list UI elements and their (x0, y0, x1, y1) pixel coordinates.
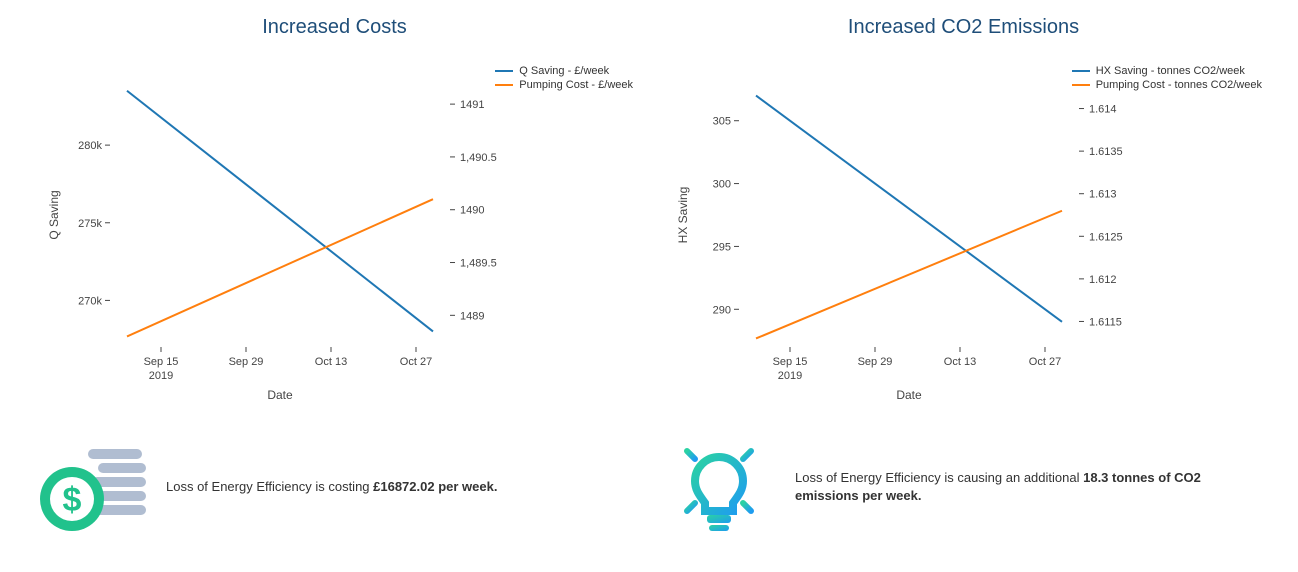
svg-text:275k: 275k (78, 218, 102, 230)
svg-text:1.613: 1.613 (1089, 189, 1117, 201)
right-footer-text: Loss of Energy Efficiency is causing an … (795, 469, 1268, 505)
svg-text:1490: 1490 (460, 205, 484, 217)
svg-text:2019: 2019 (149, 370, 173, 382)
legend-label: Pumping Cost - tonnes CO2/week (1096, 79, 1262, 91)
svg-text:280k: 280k (78, 140, 102, 152)
left-legend: Q Saving - £/week Pumping Cost - £/week (495, 65, 633, 93)
svg-text:1,489.5: 1,489.5 (460, 258, 497, 270)
svg-text:300: 300 (713, 179, 731, 191)
svg-text:Date: Date (896, 388, 922, 402)
svg-text:1.6115: 1.6115 (1089, 316, 1122, 328)
svg-text:Sep 29: Sep 29 (229, 356, 264, 368)
svg-text:1,490.5: 1,490.5 (460, 152, 497, 164)
legend-item: Pumping Cost - tonnes CO2/week (1072, 79, 1262, 91)
money-icon: $ (30, 437, 150, 537)
svg-text:Oct 13: Oct 13 (944, 356, 976, 368)
legend-item: HX Saving - tonnes CO2/week (1072, 65, 1262, 77)
svg-text:1.6125: 1.6125 (1089, 231, 1123, 243)
svg-text:Sep 15: Sep 15 (144, 356, 179, 368)
left-chart: Sep 15 2019 Sep 29 Oct 13 Oct 27 Date 270k 275k… (30, 47, 639, 427)
left-panel: Increased Costs Sep 15 2019 Sep 29 Oct 13 Oc… (20, 10, 649, 537)
footer-text-prefix: Loss of Energy Efficiency is causing an … (795, 470, 1083, 485)
svg-text:305: 305 (713, 116, 731, 128)
right-panel: Increased CO2 Emissions Sep 15 2019 Sep 29… (649, 10, 1278, 537)
legend-label: HX Saving - tonnes CO2/week (1096, 65, 1245, 77)
svg-text:1489: 1489 (460, 310, 484, 322)
svg-text:Q Saving: Q Saving (47, 190, 61, 239)
svg-text:1.6135: 1.6135 (1089, 146, 1123, 158)
right-chart-title: Increased CO2 Emissions (659, 16, 1268, 39)
svg-text:Oct 27: Oct 27 (1029, 356, 1061, 368)
dashboard-container: Increased Costs Sep 15 2019 Sep 29 Oct 13 Oc… (0, 0, 1298, 557)
svg-text:HX Saving: HX Saving (676, 187, 690, 244)
svg-text:$: $ (63, 481, 82, 519)
svg-text:Oct 27: Oct 27 (400, 356, 432, 368)
svg-text:2019: 2019 (778, 370, 802, 382)
svg-text:295: 295 (713, 241, 731, 253)
svg-text:Sep 29: Sep 29 (858, 356, 893, 368)
right-chart: Sep 15 2019 Sep 29 Oct 13 Oct 27 Date 290 295 30… (659, 47, 1268, 427)
svg-text:Sep 15: Sep 15 (773, 356, 808, 368)
legend-label: Q Saving - £/week (519, 65, 609, 77)
svg-text:1.614: 1.614 (1089, 104, 1117, 116)
left-chart-title: Increased Costs (30, 16, 639, 39)
legend-label: Pumping Cost - £/week (519, 79, 633, 91)
svg-text:290: 290 (713, 304, 731, 316)
svg-text:1.612: 1.612 (1089, 274, 1117, 286)
footer-text-bold: £16872.02 per week. (373, 479, 497, 494)
left-footer: $ Loss of Energy Efficiency is costing £… (30, 437, 639, 537)
legend-item: Pumping Cost - £/week (495, 79, 633, 91)
legend-item: Q Saving - £/week (495, 65, 633, 77)
footer-text-prefix: Loss of Energy Efficiency is costing (166, 479, 373, 494)
right-legend: HX Saving - tonnes CO2/week Pumping Cost… (1072, 65, 1262, 93)
right-footer: Loss of Energy Efficiency is causing an … (659, 437, 1268, 537)
svg-text:Oct 13: Oct 13 (315, 356, 347, 368)
left-footer-text: Loss of Energy Efficiency is costing £16… (166, 478, 497, 496)
svg-text:270k: 270k (78, 295, 102, 307)
bulb-icon (659, 437, 779, 537)
svg-text:Date: Date (267, 388, 293, 402)
svg-text:1491: 1491 (460, 99, 484, 111)
